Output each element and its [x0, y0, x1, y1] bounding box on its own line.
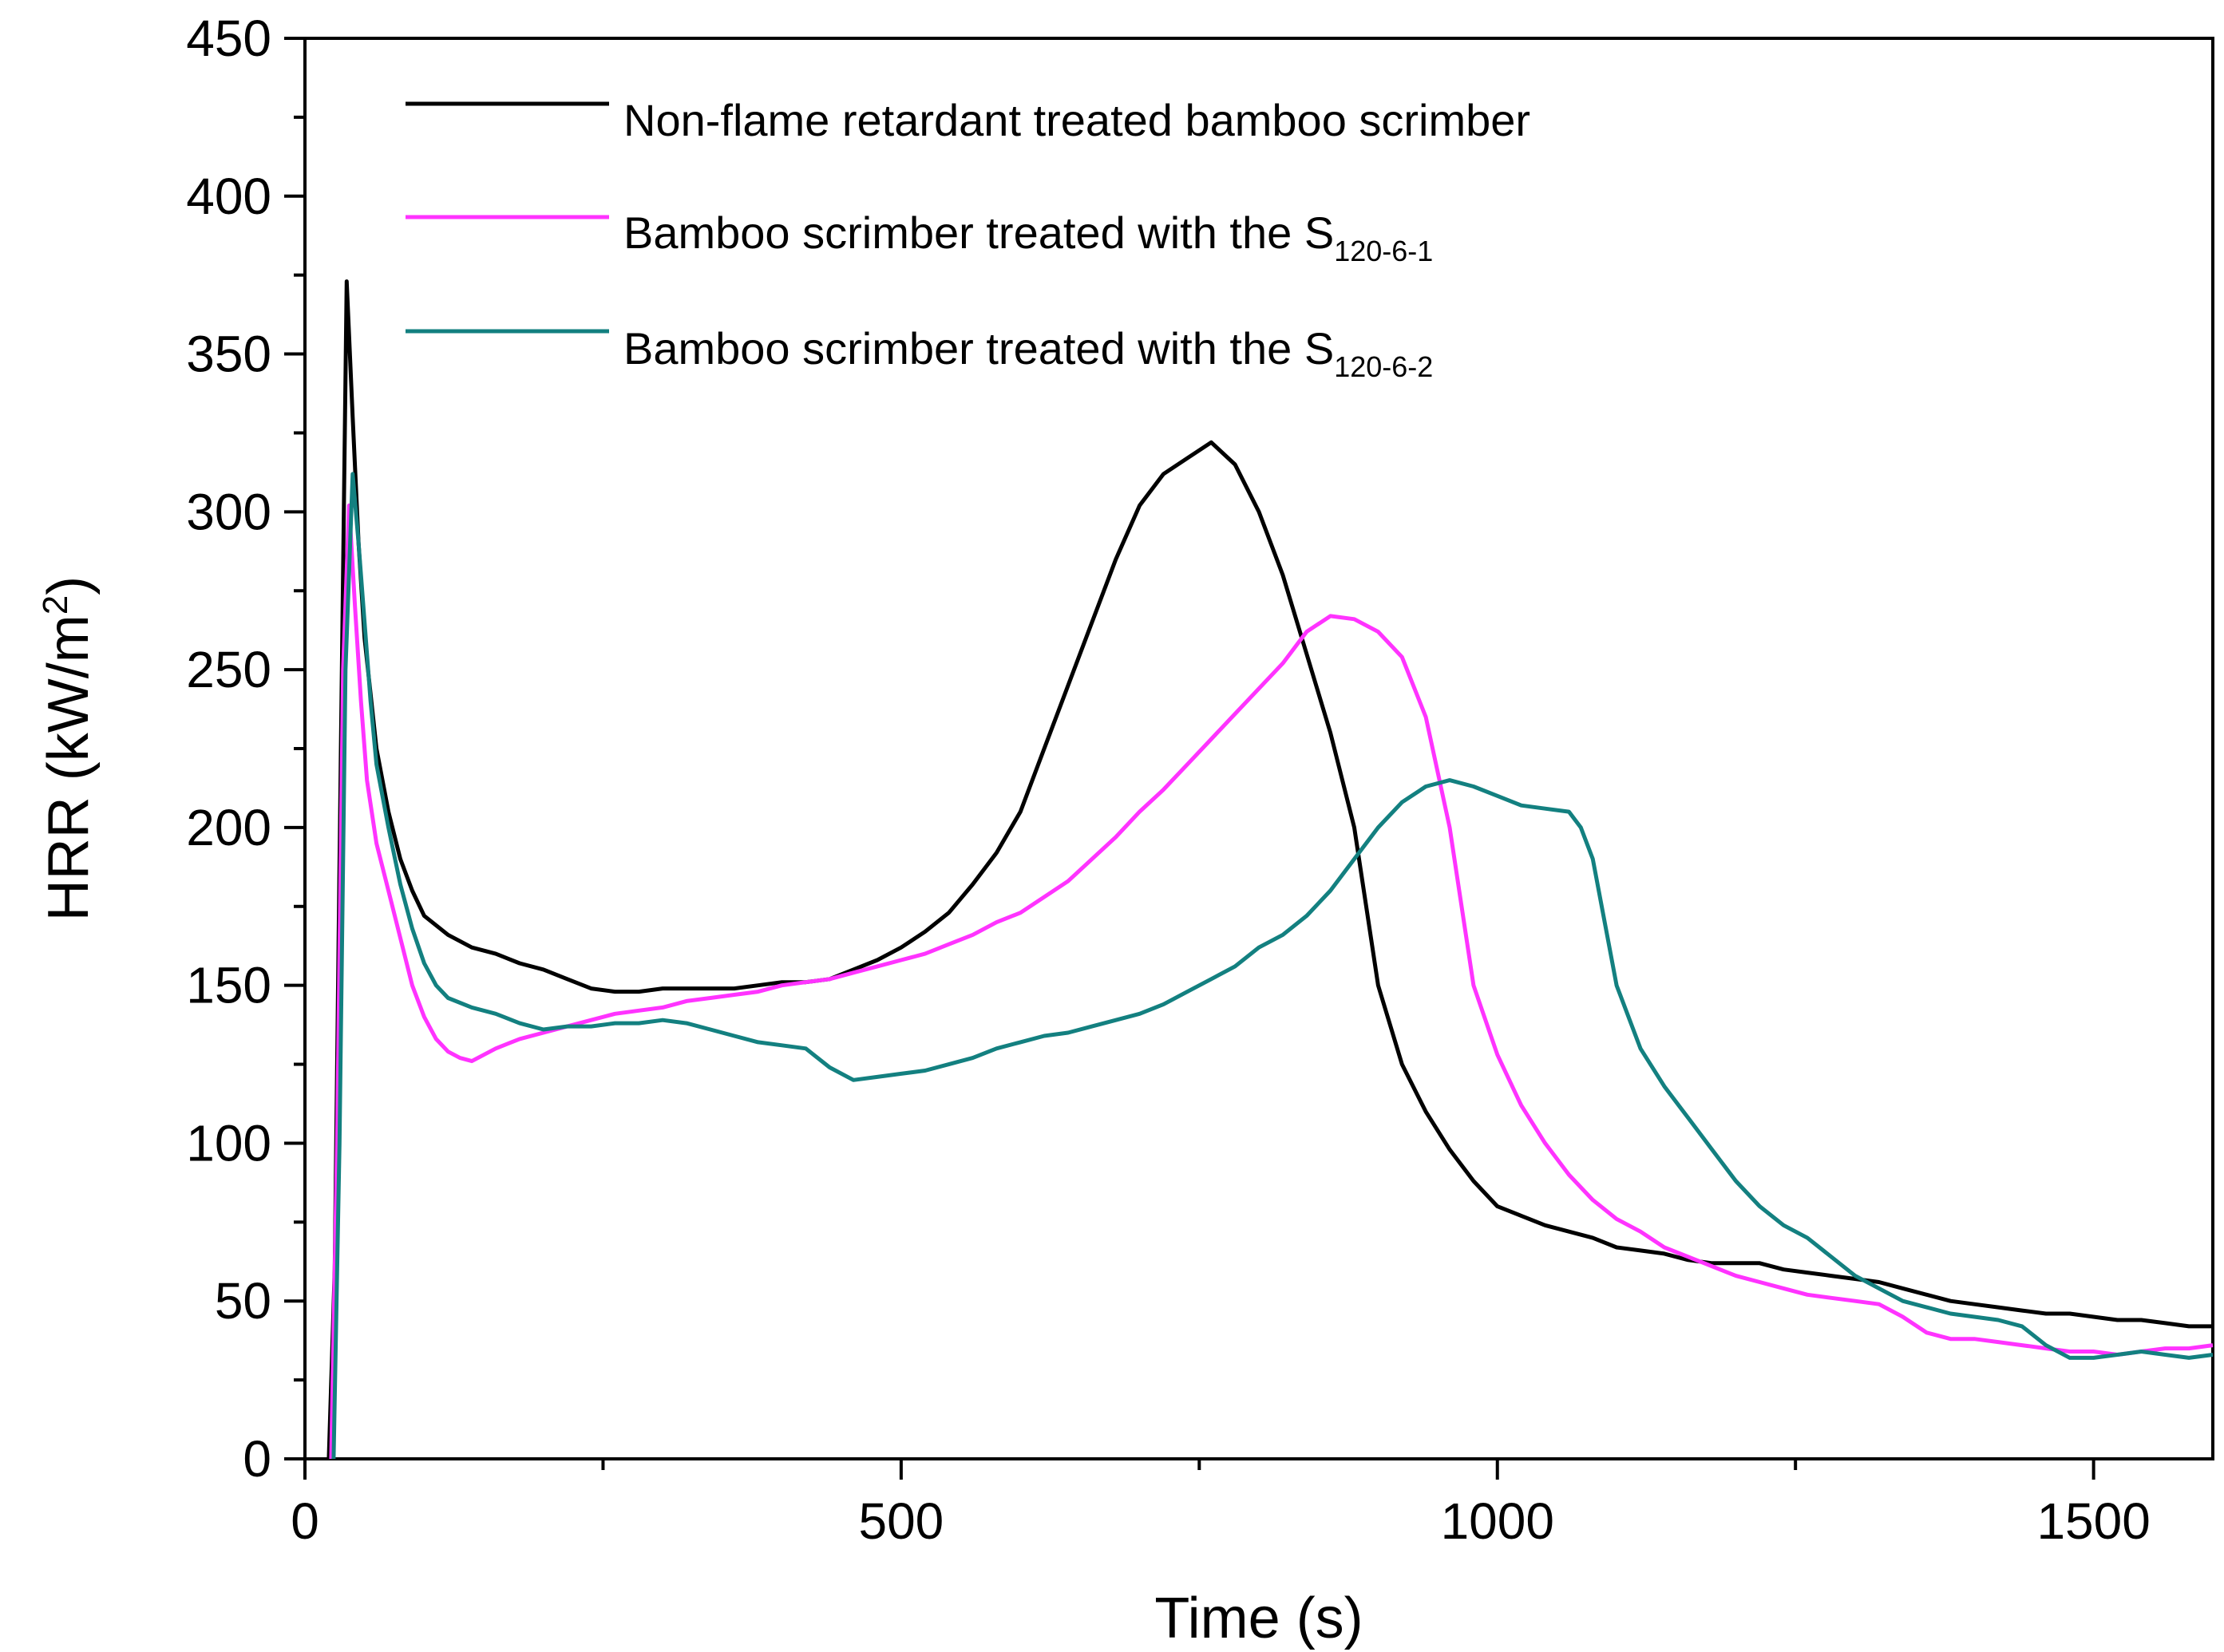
- y-tick-label: 300: [186, 483, 271, 540]
- x-tick-label: 1500: [2036, 1492, 2150, 1550]
- y-axis-title: HRR (kW/m2): [36, 576, 101, 921]
- svg-text:Bamboo scrimber treated with t: Bamboo scrimber treated with the S120-6-…: [623, 207, 1433, 267]
- svg-text:Non-flame retardant treated ba: Non-flame retardant treated bamboo scrim…: [623, 95, 1530, 145]
- y-tick-label: 200: [186, 799, 271, 856]
- series-line-untreated: [326, 279, 2213, 1460]
- legend: Non-flame retardant treated bamboo scrim…: [406, 95, 1530, 383]
- legend-label-untreated: Non-flame retardant treated bamboo scrim…: [623, 95, 1530, 145]
- y-axis-title-base: HRR (kW/m: [37, 615, 101, 921]
- y-tick-label: 50: [215, 1272, 271, 1330]
- legend-item: Bamboo scrimber treated with the S120-6-…: [406, 323, 1433, 383]
- y-axis-title-superscript: 2: [36, 595, 75, 615]
- legend-label-s120-6-2: Bamboo scrimber treated with the S: [623, 323, 1334, 373]
- x-axis-ticks: 0 500 1000 1500: [291, 1459, 2151, 1550]
- x-tick-label: 0: [291, 1492, 319, 1550]
- y-axis-ticks: 0 50 100 150 200 250 300 350 400 450: [186, 10, 305, 1488]
- legend-item: Non-flame retardant treated bamboo scrim…: [406, 95, 1530, 145]
- legend-item: Bamboo scrimber treated with the S120-6-…: [406, 207, 1433, 267]
- legend-label-s120-6-1: Bamboo scrimber treated with the S: [623, 207, 1334, 258]
- svg-text:Bamboo scrimber treated with t: Bamboo scrimber treated with the S120-6-…: [623, 323, 1433, 383]
- x-axis-title: Time (s): [1154, 1587, 1363, 1650]
- series-line-s120-6-2: [331, 472, 2214, 1460]
- y-tick-label: 100: [186, 1114, 271, 1172]
- y-tick-label: 350: [186, 326, 271, 383]
- legend-subscript-s120-6-2: 120-6-2: [1334, 350, 1433, 383]
- series-layer: [326, 279, 2214, 1460]
- y-tick-label: 400: [186, 168, 271, 225]
- y-tick-label: 250: [186, 641, 271, 698]
- y-tick-label: 0: [243, 1430, 271, 1488]
- y-tick-label: 450: [186, 10, 271, 67]
- y-tick-label: 150: [186, 957, 271, 1014]
- series-line-s120-6-1: [329, 503, 2214, 1460]
- y-axis-title-close: ): [37, 576, 101, 595]
- x-tick-label: 1000: [1441, 1492, 1554, 1550]
- x-tick-label: 500: [858, 1492, 944, 1550]
- legend-subscript-s120-6-1: 120-6-1: [1334, 235, 1433, 267]
